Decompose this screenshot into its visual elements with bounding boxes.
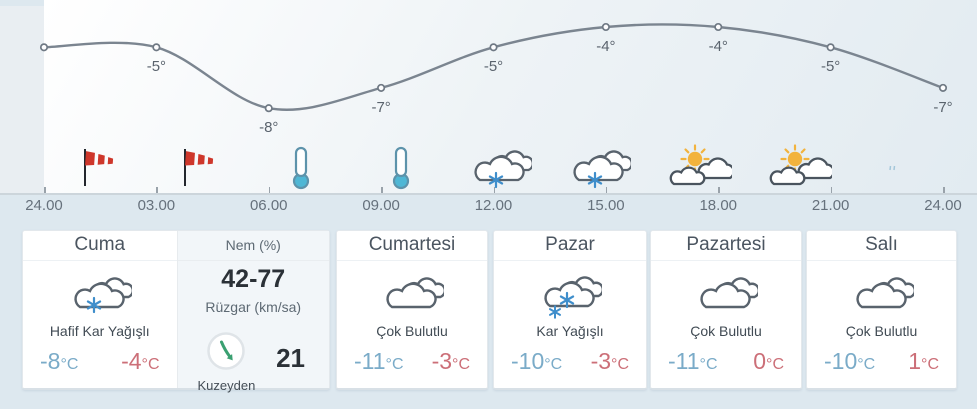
time-label: 24.00 [25,197,63,214]
axis-tick [44,187,46,193]
condition-label: Hafif Kar Yağışlı [49,323,150,339]
day-name: Pazartesi [651,231,801,261]
wind-speed-value: 21 [276,343,305,373]
wind-label: Rüzgar (km/sa) [205,299,302,315]
time-label: 12.00 [474,197,513,214]
humidity-label: Nem (%) [177,231,329,261]
day-column[interactable]: Cuma Hafif Kar Yağışlı -8°C -4°C [23,231,177,388]
day-name: Cuma [23,231,177,261]
day-name: Pazar [494,231,646,261]
high-temp: -3°C [431,348,470,374]
high-temp: 0°C [753,348,784,374]
wind-direction-label: Kuzeyden [197,378,256,393]
clouds-icon [807,269,956,321]
chart-left-margin [0,6,44,193]
wind-direction-icon [206,331,246,376]
condition-label: Çok Bulutlu [690,323,762,339]
forecast-card-cuma[interactable]: Cuma Hafif Kar Yağışlı -8°C -4°C Nem (%) [22,230,330,393]
high-temp: -3°C [590,348,629,374]
time-label: 15.00 [587,197,625,214]
forecast-card-pazartesi[interactable]: Pazartesi Çok Bulutlu -11°C 0°C [650,230,802,390]
day-name: Salı [807,231,956,261]
low-temp: -11°C [668,348,718,374]
humidity-wind-panel: Nem (%) 42-77 Rüzgar (km/sa) Kuzeyden 21 [176,231,329,393]
time-axis-ticks [0,0,977,194]
forecast-card-cumartesi[interactable]: Cumartesi Çok Bulutlu -11°C -3°C [336,230,488,390]
low-temp: -11°C [354,348,404,374]
time-label: 06.00 [249,197,288,214]
low-temp: -8°C [40,348,79,374]
axis-tick [268,187,271,193]
time-axis: 24.00 03.00 06.00 09.00 12.00 15.00 18.00 21.00… [0,197,977,217]
time-label: 24.00 [924,197,962,214]
time-label: 09.00 [362,197,400,214]
snow-cloud-icon [494,269,646,321]
condition-label: Çok Bulutlu [845,323,918,339]
forecast-card-sali[interactable]: Salı Çok Bulutlu -10°C 1°C [806,230,957,390]
axis-tick [943,187,945,193]
axis-tick [830,187,833,193]
clouds-icon [337,269,487,321]
condition-label: Çok Bulutlu [376,323,448,339]
hourly-temperature-chart[interactable]: -5° -8° -7° -5° -4° -4° -5° -7° [0,0,977,225]
axis-tick [381,187,383,193]
time-label: 03.00 [137,197,176,214]
daily-forecast-row: Cuma Hafif Kar Yağışlı -8°C -4°C Nem (%) [0,230,977,393]
clouds-icon [651,269,801,321]
temperature-points [39,22,948,113]
time-label: 21.00 [811,197,850,214]
axis-tick [605,187,608,193]
axis-tick [493,187,495,193]
low-temp: -10°C [511,348,563,374]
stray-glyph [889,159,897,177]
time-axis-line [0,193,977,195]
humidity-value: 42-77 [221,265,286,293]
day-name: Cumartesi [337,231,487,261]
temperature-curve[interactable] [0,0,977,194]
axis-tick [156,187,158,193]
high-temp: 1°C [908,348,939,374]
snow-cloud-icon [23,269,177,321]
time-label: 18.00 [699,197,738,214]
high-temp: -4°C [121,348,160,374]
condition-label: Kar Yağışlı [536,323,604,339]
forecast-card-pazar[interactable]: Pazar Kar Yağışlı -10°C -3°C [493,230,647,390]
axis-tick [718,187,720,193]
low-temp: -10°C [824,348,876,374]
